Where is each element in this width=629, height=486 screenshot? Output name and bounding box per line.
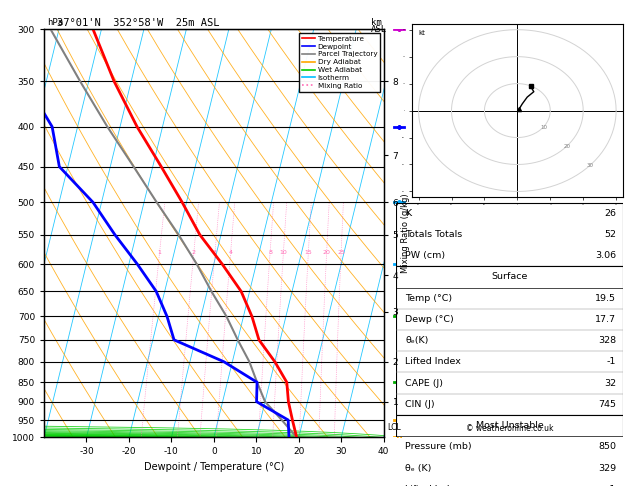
Text: 2: 2 — [192, 250, 196, 255]
Text: LCL: LCL — [387, 422, 401, 432]
Text: © weatheronline.co.uk: © weatheronline.co.uk — [465, 424, 554, 434]
Text: CAPE (J): CAPE (J) — [405, 379, 443, 388]
Text: 26: 26 — [604, 209, 616, 218]
Text: Temp (°C): Temp (°C) — [405, 294, 452, 303]
Text: 19.5: 19.5 — [595, 294, 616, 303]
Text: 30: 30 — [586, 163, 594, 168]
Text: 3: 3 — [213, 250, 217, 255]
Text: 20: 20 — [564, 144, 571, 149]
Text: Totals Totals: Totals Totals — [405, 230, 462, 239]
Text: 4: 4 — [228, 250, 233, 255]
Text: θₑ(K): θₑ(K) — [405, 336, 429, 345]
Text: 25: 25 — [337, 250, 345, 255]
Text: Most Unstable: Most Unstable — [476, 421, 543, 430]
Y-axis label: Mixing Ratio (g/kg): Mixing Ratio (g/kg) — [401, 193, 410, 273]
Text: 37°01'N  352°58'W  25m ASL: 37°01'N 352°58'W 25m ASL — [57, 18, 220, 28]
Text: -1: -1 — [606, 357, 616, 366]
Text: Dewp (°C): Dewp (°C) — [405, 315, 454, 324]
Text: 20: 20 — [323, 250, 331, 255]
Text: 1: 1 — [158, 250, 162, 255]
Text: 32: 32 — [604, 379, 616, 388]
Text: 17.7: 17.7 — [595, 315, 616, 324]
Text: 850: 850 — [598, 442, 616, 451]
Text: 52: 52 — [604, 230, 616, 239]
Text: kt: kt — [418, 30, 425, 36]
Text: -1: -1 — [606, 485, 616, 486]
Legend: Temperature, Dewpoint, Parcel Trajectory, Dry Adiabat, Wet Adiabat, Isotherm, Mi: Temperature, Dewpoint, Parcel Trajectory… — [299, 33, 380, 92]
X-axis label: Dewpoint / Temperature (°C): Dewpoint / Temperature (°C) — [144, 462, 284, 472]
Text: 15: 15 — [304, 250, 312, 255]
Text: Surface: Surface — [491, 273, 528, 281]
Text: 329: 329 — [598, 464, 616, 472]
Text: 3.06: 3.06 — [595, 251, 616, 260]
Text: 10: 10 — [540, 125, 547, 130]
Text: hPa: hPa — [47, 18, 64, 27]
FancyBboxPatch shape — [396, 415, 623, 486]
Text: Pressure (mb): Pressure (mb) — [405, 442, 472, 451]
Text: 07.06.2024  06GMT  (Base: 06): 07.06.2024 06GMT (Base: 06) — [419, 33, 600, 43]
Text: K: K — [405, 209, 411, 218]
Text: 745: 745 — [598, 400, 616, 409]
Text: Lifted Index: Lifted Index — [405, 485, 461, 486]
Text: km: km — [371, 18, 382, 27]
Text: 10: 10 — [279, 250, 287, 255]
Text: PW (cm): PW (cm) — [405, 251, 445, 260]
Text: ASL: ASL — [371, 25, 387, 35]
Text: 328: 328 — [598, 336, 616, 345]
FancyBboxPatch shape — [396, 203, 623, 266]
Text: 8: 8 — [268, 250, 272, 255]
Text: Lifted Index: Lifted Index — [405, 357, 461, 366]
Text: CIN (J): CIN (J) — [405, 400, 435, 409]
Text: θₑ (K): θₑ (K) — [405, 464, 431, 472]
FancyBboxPatch shape — [396, 266, 623, 415]
